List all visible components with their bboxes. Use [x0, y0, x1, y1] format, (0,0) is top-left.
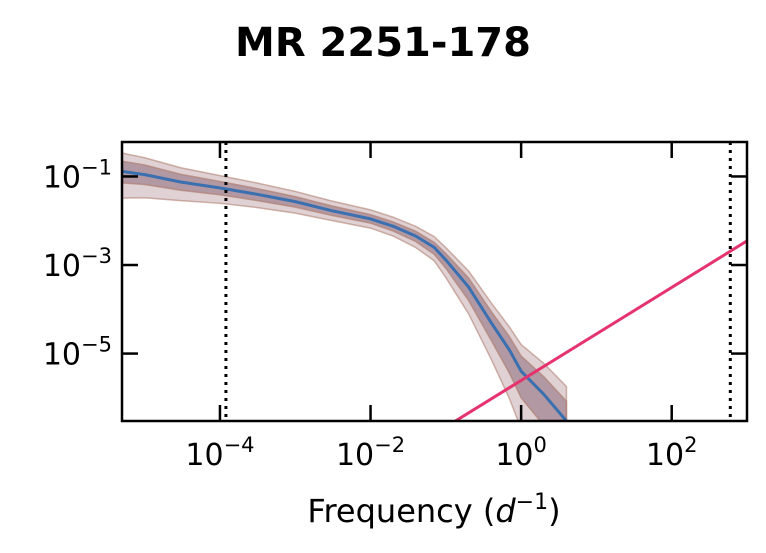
data-lines: [122, 169, 747, 421]
axis-tick-labels: 10−4 10−2 100 102 10−1 10−3 10−5: [43, 155, 698, 473]
x-axis-label-exponent: −1: [516, 490, 548, 515]
x-tick-label-2: 100: [495, 433, 547, 473]
x-axis-label-text: Frequency (: [307, 492, 495, 530]
axis-ticks: [122, 142, 747, 421]
frequency-limit-lines: [224, 142, 732, 421]
model-psd-line: [122, 169, 568, 421]
y-tick-label-2: 10−5: [43, 333, 112, 373]
x-axis-label-variable: d: [495, 492, 516, 530]
x-axis-label-close: ): [548, 492, 560, 530]
x-tick-label-3: 102: [646, 433, 698, 473]
x-tick-label-1: 10−2: [336, 433, 405, 473]
plot-frame: [120, 140, 749, 423]
uncertainty-bands: [122, 152, 568, 421]
y-tick-label-1: 10−3: [43, 244, 112, 284]
chart-title: MR 2251-178: [235, 20, 531, 66]
powerlaw-line: [452, 239, 747, 421]
y-tick-label-0: 10−1: [43, 155, 112, 195]
x-tick-label-0: 10−4: [185, 433, 254, 473]
outer-uncertainty-band: [122, 152, 568, 421]
x-axis-label: Frequency (d−1): [307, 490, 560, 530]
